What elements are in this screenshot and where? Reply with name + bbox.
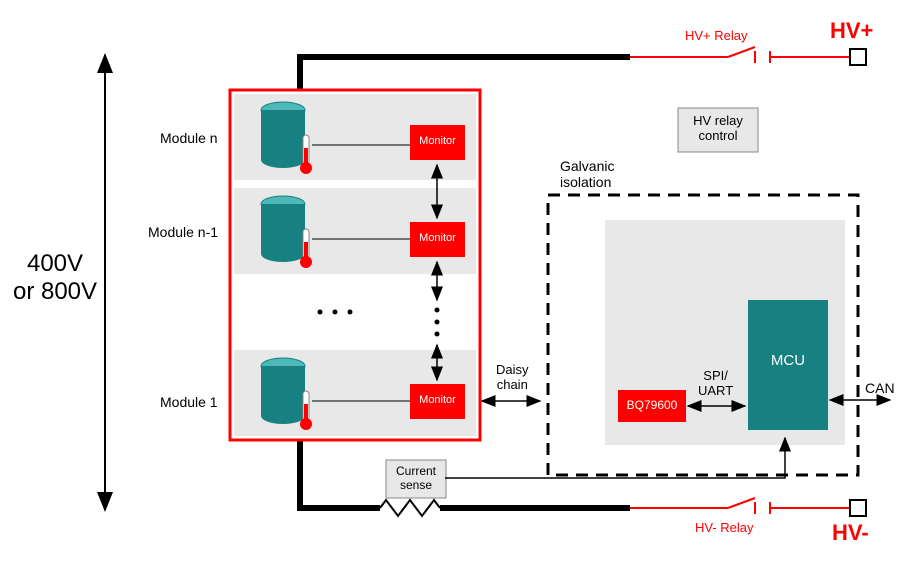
hv-plus-label: HV+	[830, 18, 873, 44]
module-1-cell-icon	[261, 358, 312, 430]
hv-plus-relay-label: HV+ Relay	[685, 28, 748, 43]
hv-minus-label: HV-	[832, 520, 869, 546]
monitor-1-label: Monitor	[410, 394, 465, 406]
module-n1-label: Module n-1	[148, 224, 218, 240]
module-n1-cell-icon	[261, 196, 312, 268]
voltage-label: 400V or 800V	[10, 250, 100, 306]
mcu-label: MCU	[748, 352, 828, 369]
module-n-label: Module n	[160, 130, 218, 146]
monitor-n-label: Monitor	[410, 135, 465, 147]
module-1-label: Module 1	[160, 394, 218, 410]
can-label: CAN	[865, 380, 895, 396]
hv-plus-terminal	[850, 49, 866, 65]
hv-minus-terminal	[850, 500, 866, 516]
hv-minus-relay-label: HV- Relay	[695, 520, 754, 535]
module-n-cell-icon	[261, 102, 312, 174]
current-sense-label: Current sense	[386, 464, 446, 492]
diagram-canvas	[0, 0, 911, 576]
galvanic-isolation-label: Galvanic isolation	[560, 158, 614, 190]
current-sense-resistor-icon	[380, 500, 440, 516]
spi-uart-label: SPI/ UART	[698, 368, 733, 398]
monitor-n1-label: Monitor	[410, 232, 465, 244]
bq-chip-label: BQ79600	[618, 398, 686, 412]
hv-minus-black-wire-1	[300, 440, 380, 508]
hv-relay-control-label: HV relay control	[678, 113, 758, 143]
daisy-chain-label: Daisy chain	[496, 362, 529, 392]
